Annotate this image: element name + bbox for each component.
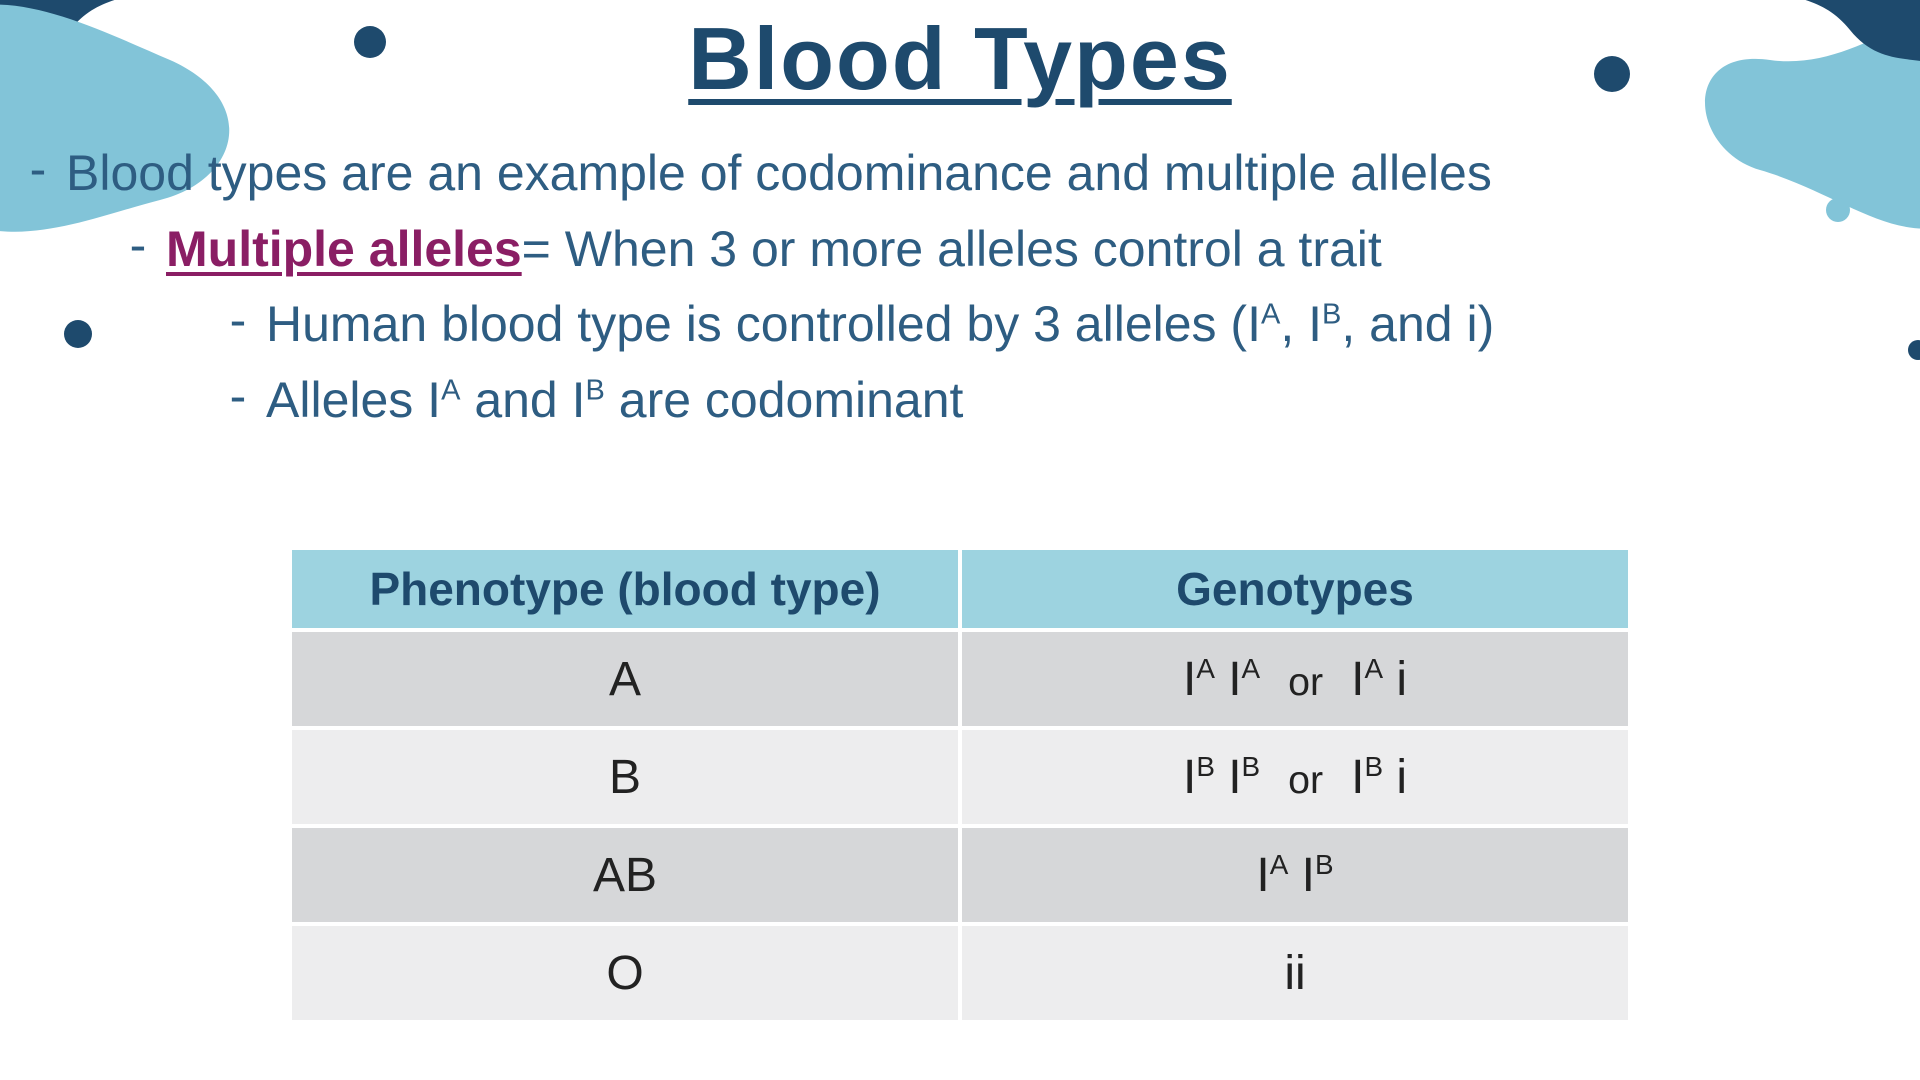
table-header-row: Phenotype (blood type) Genotypes: [290, 548, 1630, 630]
cell-genotype: IA IB: [960, 826, 1630, 924]
term-multiple-alleles: Multiple alleles: [166, 221, 522, 277]
bullet-text: Alleles IA and IB are codominant: [266, 367, 1920, 435]
header-genotype: Genotypes: [960, 548, 1630, 630]
blood-type-table: Phenotype (blood type) Genotypes A IA IA…: [288, 546, 1632, 1024]
cell-phenotype: AB: [290, 826, 960, 924]
cell-genotype: ii: [960, 924, 1630, 1022]
bullet-dash: -: [110, 216, 166, 274]
bullet-dash: -: [210, 367, 266, 425]
table-row: A IA IAorIA i: [290, 630, 1630, 728]
decor-dot: [354, 26, 386, 58]
cell-phenotype: B: [290, 728, 960, 826]
header-phenotype: Phenotype (blood type): [290, 548, 960, 630]
cell-genotype: IA IAorIA i: [960, 630, 1630, 728]
cell-phenotype: A: [290, 630, 960, 728]
table-row: AB IA IB: [290, 826, 1630, 924]
bullet-text: Blood types are an example of codominanc…: [66, 140, 1920, 208]
cell-phenotype: O: [290, 924, 960, 1022]
table-row: O ii: [290, 924, 1630, 1022]
bullet-text: Human blood type is controlled by 3 alle…: [266, 291, 1920, 359]
bullet-text: Multiple alleles= When 3 or more alleles…: [166, 216, 1920, 284]
table-row: B IB IBorIB i: [290, 728, 1630, 826]
cell-genotype: IB IBorIB i: [960, 728, 1630, 826]
slide-title: Blood Types: [688, 8, 1232, 110]
bullet-dash: -: [210, 291, 266, 349]
bullet-list: - Blood types are an example of codomina…: [0, 140, 1920, 434]
decor-dot: [1594, 56, 1630, 92]
bullet-dash: -: [10, 140, 66, 198]
